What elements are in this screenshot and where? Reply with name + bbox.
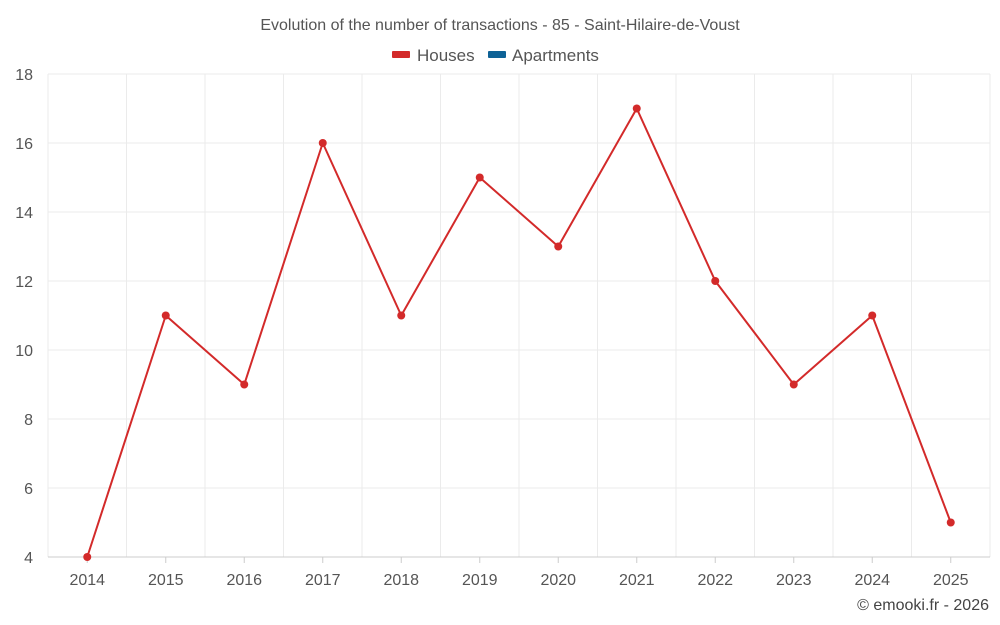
legend: Houses Apartments <box>392 46 599 65</box>
x-tick-label: 2015 <box>148 572 184 589</box>
x-tick-label: 2025 <box>933 572 969 589</box>
y-tick-label: 18 <box>15 67 33 84</box>
x-tick-label: 2014 <box>69 572 105 589</box>
legend-label-apartments: Apartments <box>512 46 599 65</box>
x-tick-label: 2022 <box>697 572 733 589</box>
data-point[interactable] <box>632 104 641 113</box>
x-tick-label: 2021 <box>619 572 655 589</box>
chart-title: Evolution of the number of transactions … <box>260 17 740 34</box>
legend-swatch-houses <box>392 51 410 58</box>
y-tick-label: 8 <box>24 412 33 429</box>
data-point[interactable] <box>397 311 406 320</box>
y-tick-label: 4 <box>24 550 33 567</box>
y-tick-label: 14 <box>15 205 33 222</box>
x-tick-label: 2019 <box>462 572 498 589</box>
grid <box>47 73 991 557</box>
y-tick-label: 16 <box>15 136 33 153</box>
data-point[interactable] <box>554 242 563 251</box>
x-tick-label: 2023 <box>776 572 812 589</box>
data-point[interactable] <box>83 553 92 561</box>
y-tick-label: 12 <box>15 274 33 291</box>
legend-item-houses[interactable]: Houses <box>392 46 475 65</box>
legend-swatch-apartments <box>488 51 506 58</box>
data-point[interactable] <box>711 277 720 285</box>
y-tick-label: 10 <box>15 343 33 360</box>
y-tick-label: 6 <box>24 481 33 498</box>
data-point[interactable] <box>318 139 327 147</box>
plot-area <box>83 104 955 561</box>
x-tick-label: 2016 <box>226 572 262 589</box>
data-point[interactable] <box>475 173 484 182</box>
data-point[interactable] <box>868 311 877 320</box>
x-tick-label: 2018 <box>383 572 419 589</box>
legend-item-apartments[interactable]: Apartments <box>488 46 599 65</box>
credit-text: © emooki.fr - 2026 <box>857 597 989 614</box>
axes: 4 6 8 10 12 14 16 18 2014 2015 2016 2017 2018 2019 202… <box>15 67 990 589</box>
series-line-houses <box>86 107 952 558</box>
x-tick-label: 2017 <box>305 572 341 589</box>
data-point[interactable] <box>161 311 170 320</box>
x-tick-label: 2024 <box>854 572 890 589</box>
x-tick-label: 2020 <box>540 572 576 589</box>
data-point[interactable] <box>946 518 955 527</box>
data-point[interactable] <box>789 380 798 389</box>
legend-label-houses: Houses <box>417 46 475 65</box>
data-point[interactable] <box>240 380 249 389</box>
